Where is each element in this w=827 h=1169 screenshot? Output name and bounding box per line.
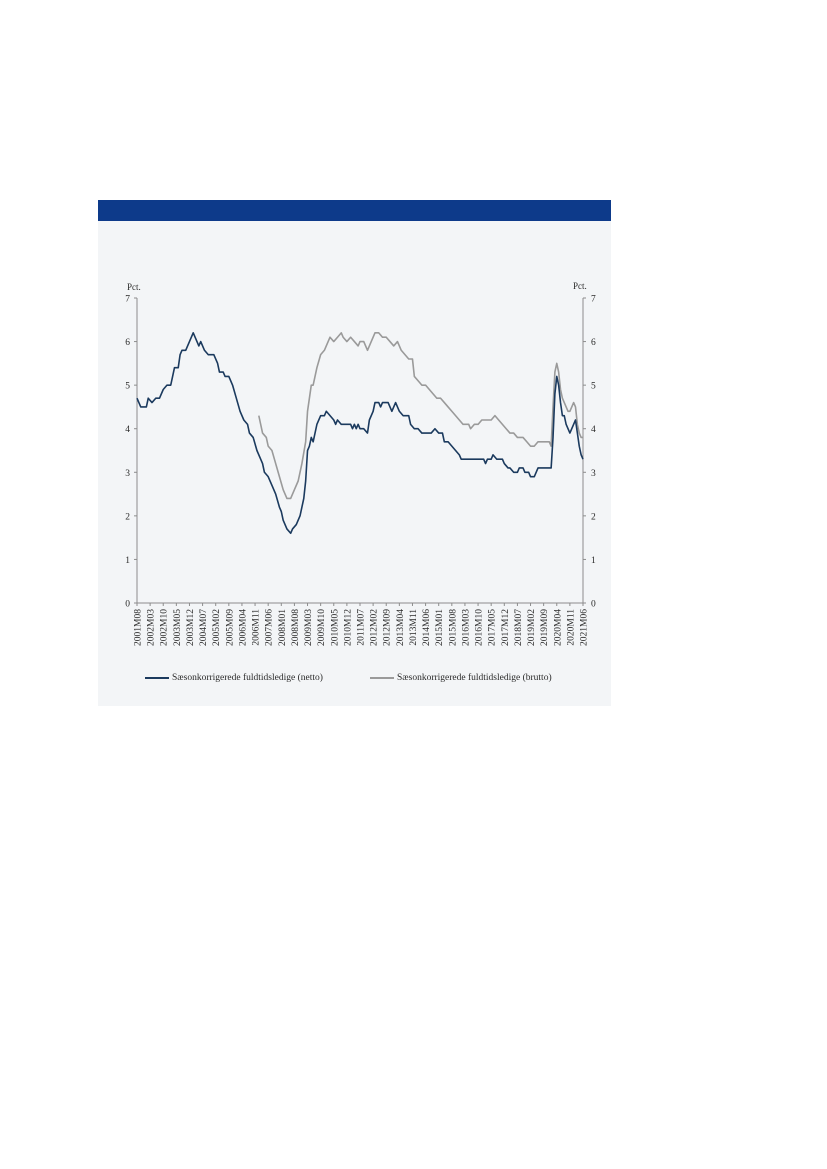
y-axis-label-right: Pct.: [573, 281, 587, 291]
x-tick-label: 2009M03: [304, 609, 314, 646]
x-tick-label: 2015M08: [448, 609, 458, 646]
y-tick-label-right: 7: [591, 295, 596, 305]
y-tick-label-left: 4: [125, 425, 130, 435]
x-tick-label: 2020M04: [553, 609, 563, 646]
x-tick-label: 2008M01: [278, 609, 288, 646]
y-tick-label-left: 0: [125, 600, 130, 610]
x-tick-label: 2005M09: [225, 609, 235, 646]
legend-swatch-brutto: [370, 677, 394, 679]
x-tick-label: 2014M06: [422, 609, 432, 646]
x-tick-label: 2004M07: [199, 609, 209, 646]
x-tick-label: 2012M02: [370, 609, 380, 646]
chart-panel: [98, 221, 611, 706]
y-tick-label-right: 2: [591, 512, 596, 522]
y-tick-label-left: 1: [125, 556, 130, 566]
y-tick-label-left: 3: [125, 469, 130, 479]
x-tick-label: 2003M05: [173, 609, 183, 646]
x-tick-label: 2002M03: [147, 609, 157, 646]
x-tick-label: 2016M03: [461, 609, 471, 646]
series-line-brutto: [258, 332, 583, 500]
x-tick-label: 2010M12: [343, 609, 353, 646]
x-tick-label: 2008M08: [291, 609, 301, 646]
x-tick-label: 2017M05: [488, 609, 498, 646]
legend-swatch-netto: [145, 677, 169, 679]
legend-label-brutto: Sæsonkorrigerede fuldtidsledige (brutto): [397, 673, 552, 683]
x-tick-label: 2009M10: [317, 609, 327, 646]
x-tick-label: 2003M12: [186, 609, 196, 646]
y-tick-label-right: 5: [591, 382, 596, 392]
x-tick-label: 2010M05: [330, 609, 340, 646]
series-line-netto: [136, 332, 584, 535]
y-tick-label-right: 3: [591, 469, 596, 479]
y-tick-label-left: 7: [125, 295, 130, 305]
x-tick-label: 2018M07: [514, 609, 524, 646]
x-tick-label: 2006M04: [238, 609, 248, 646]
y-tick-label-right: 6: [591, 338, 596, 348]
x-tick-label: 2019M02: [527, 609, 537, 646]
y-tick-label-right: 1: [591, 556, 596, 566]
x-tick-label: 2011M07: [357, 609, 367, 646]
x-tick-label: 2002M10: [160, 609, 170, 646]
y-tick-label-right: 4: [591, 425, 596, 435]
y-tick-label-left: 2: [125, 512, 130, 522]
y-tick-label-left: 6: [125, 338, 130, 348]
x-tick-label: 2001M08: [134, 609, 144, 646]
x-tick-label: 2016M10: [475, 609, 485, 646]
x-tick-label: 2021M06: [580, 609, 590, 646]
legend-label-netto: Sæsonkorrigerede fuldtidsledige (netto): [172, 673, 323, 683]
legend-item-netto: Sæsonkorrigerede fuldtidsledige (netto): [145, 673, 323, 683]
chart-header-bar: [98, 200, 611, 221]
x-tick-label: 2006M11: [252, 609, 262, 646]
x-tick-label: 2007M06: [265, 609, 275, 646]
legend-item-brutto: Sæsonkorrigerede fuldtidsledige (brutto): [370, 673, 552, 683]
y-tick-label-right: 0: [591, 600, 596, 610]
x-tick-label: 2017M12: [501, 609, 511, 646]
y-axis-label-left: Pct.: [127, 282, 141, 292]
x-tick-label: 2013M11: [409, 609, 419, 646]
x-tick-label: 2012M09: [383, 609, 393, 646]
x-tick-label: 2020M11: [566, 609, 576, 646]
x-tick-label: 2013M04: [396, 609, 406, 646]
x-tick-label: 2019M09: [540, 609, 550, 646]
x-tick-label: 2015M01: [435, 609, 445, 646]
y-tick-label-left: 5: [125, 382, 130, 392]
x-tick-label: 2005M02: [212, 609, 222, 646]
